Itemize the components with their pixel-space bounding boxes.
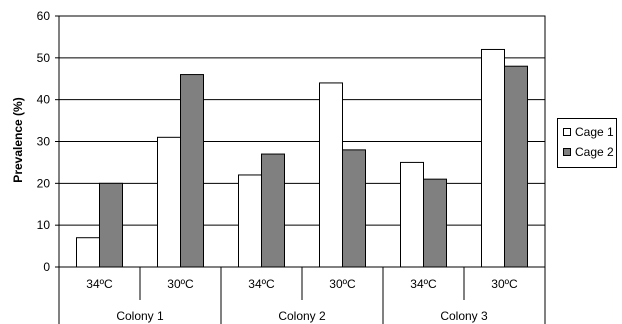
bar-cage-2-0	[99, 182, 123, 268]
bar-cage-1-0	[76, 237, 100, 268]
group-label: Colony 2	[278, 309, 326, 323]
legend-label-cage-2: Cage 2	[575, 145, 614, 159]
x-tick-label: 30ºC	[491, 277, 518, 291]
y-tick-label: 0	[43, 260, 50, 274]
y-tick-label: 60	[37, 9, 51, 23]
bar-cage-2-4	[423, 178, 447, 268]
legend-item-cage-1: Cage 1	[563, 125, 614, 139]
group-label: Colony 3	[440, 309, 488, 323]
bar-cage-1-3	[319, 82, 343, 268]
bar-cage-2-3	[342, 149, 366, 268]
gridlines	[59, 15, 545, 226]
bar-cage-1-2	[238, 174, 262, 268]
y-tick-label: 10	[37, 218, 51, 232]
x-tick-label: 34ºC	[248, 277, 275, 291]
x-tick-label: 30ºC	[167, 277, 194, 291]
labels: 0 10 20 30 40 50 60 34ºC 30ºC 34ºC 30ºC 34ºC 30ºC Col…	[37, 9, 518, 323]
legend: Cage 1 Cage 2	[557, 118, 617, 168]
legend-swatch-cage-2	[563, 148, 571, 156]
y-tick-label: 30	[37, 135, 51, 149]
x-tick-label: 30ºC	[329, 277, 356, 291]
legend-item-cage-2: Cage 2	[563, 145, 614, 159]
y-tick-label: 20	[37, 176, 51, 190]
bar-cage-1-1	[157, 136, 181, 268]
bar-cage-2-1	[180, 74, 204, 268]
legend-swatch-cage-1	[563, 128, 571, 136]
bar-cage-2-5	[504, 65, 528, 268]
legend-label-cage-1: Cage 1	[575, 125, 614, 139]
axes	[55, 15, 546, 324]
x-tick-label: 34ºC	[410, 277, 437, 291]
bar-cage-2-2	[261, 153, 285, 268]
bar-cage-1-5	[481, 48, 505, 268]
group-label: Colony 1	[116, 309, 164, 323]
y-tick-label: 40	[37, 93, 51, 107]
bar-cage-1-4	[400, 161, 424, 268]
y-axis-label: Prevalence (%)	[11, 97, 25, 182]
x-tick-label: 34ºC	[86, 277, 113, 291]
y-tick-label: 50	[37, 51, 51, 65]
bars	[76, 48, 528, 268]
